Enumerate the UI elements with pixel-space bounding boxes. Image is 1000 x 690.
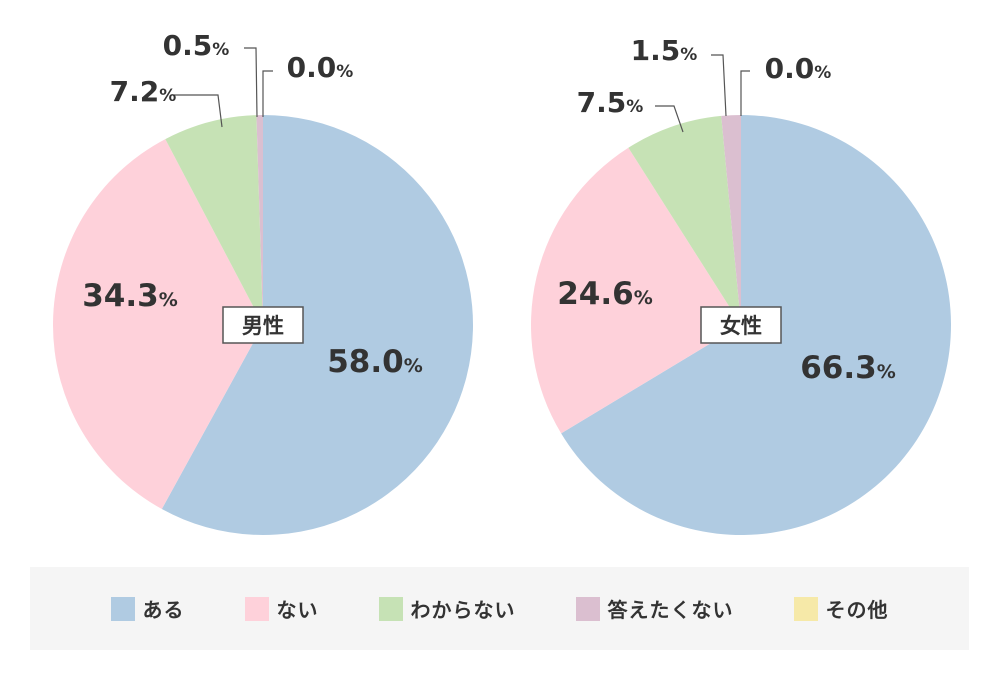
leader-line — [711, 54, 727, 117]
data-label: 7.5% — [577, 86, 644, 119]
data-label-value: 58.0 — [327, 344, 404, 380]
data-label: 1.5% — [631, 34, 698, 67]
data-label-value: 0.0 — [287, 51, 337, 84]
legend-item-wakaranai: わからない — [378, 594, 516, 623]
legend: ある ない わからない 答えたくない その他 — [30, 567, 969, 650]
percent-sign: % — [626, 97, 643, 117]
pie-slice — [721, 115, 741, 325]
percent-sign: % — [877, 361, 896, 383]
legend-swatch — [575, 596, 600, 621]
data-label-value: 0.0 — [765, 52, 815, 85]
pie-chart-1: 58.0%34.3%7.2%0.5%0.0%男性 — [53, 29, 473, 535]
data-label-value: 7.2 — [110, 75, 160, 108]
legend-item-nai: ない — [244, 594, 319, 623]
pie-slice — [628, 115, 741, 325]
pie-slice — [161, 115, 473, 535]
data-label: 0.5% — [163, 29, 230, 62]
data-label-value: 34.3 — [82, 278, 159, 314]
leader-line — [262, 70, 273, 117]
pie-slice — [165, 115, 263, 325]
leader-line — [740, 70, 750, 116]
pie-chart-2: 66.3%24.6%7.5%1.5% 0.0%女性 — [531, 34, 952, 535]
percent-sign: % — [634, 287, 653, 309]
percent-sign: % — [336, 62, 353, 82]
percent-sign: % — [814, 63, 831, 83]
data-label-value: 0.5 — [163, 29, 213, 62]
percent-sign: % — [404, 355, 423, 377]
data-label-value: 7.5 — [577, 86, 627, 119]
center-badge — [222, 306, 304, 344]
legend-label: ある — [142, 598, 185, 622]
legend-swatch — [110, 596, 135, 621]
center-label: 女性 — [720, 314, 762, 338]
data-label: 34.3% — [82, 278, 178, 314]
data-label: 0.0% — [765, 52, 832, 85]
data-label-value: 66.3 — [800, 350, 877, 386]
legend-swatch — [378, 596, 403, 621]
data-label: 58.0% — [327, 344, 423, 380]
pie-slice — [53, 139, 264, 510]
leader-line — [655, 105, 684, 133]
legend-label: ない — [276, 598, 319, 622]
center-label: 男性 — [242, 314, 284, 338]
data-label: 7.2% — [110, 75, 177, 108]
legend-item-sonota: その他 — [793, 594, 889, 623]
center-badge — [700, 306, 782, 344]
data-label: 66.3% — [800, 350, 896, 386]
legend-swatch — [793, 596, 818, 621]
percent-sign: % — [159, 289, 178, 311]
data-label: 24.6% — [557, 276, 653, 312]
data-label-value: 24.6 — [557, 276, 634, 312]
legend-item-aru: ある — [110, 594, 185, 623]
legend-label: その他 — [825, 598, 889, 622]
percent-sign: % — [159, 86, 176, 106]
percent-sign: % — [212, 40, 229, 60]
leader-line — [174, 94, 223, 128]
legend-swatch — [244, 596, 269, 621]
leader-line — [244, 47, 258, 118]
legend-item-kotaetakunai: 答えたくない — [575, 594, 734, 623]
percent-sign: % — [680, 45, 697, 65]
data-label: 0.0% — [287, 51, 354, 84]
data-label-value: 1.5 — [631, 34, 681, 67]
legend-label: 答えたくない — [607, 598, 734, 622]
pie-slice — [531, 147, 741, 434]
pie-slice — [256, 115, 263, 325]
legend-label: わからない — [410, 598, 516, 622]
